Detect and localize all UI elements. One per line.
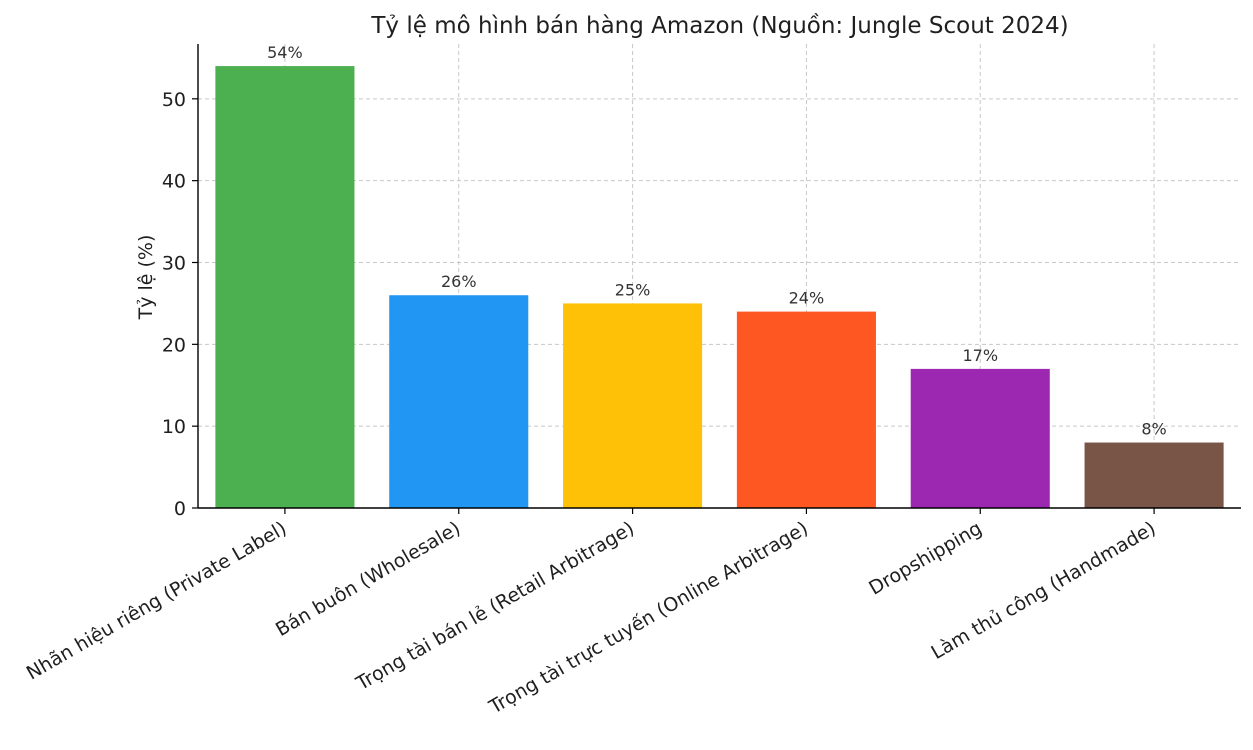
x-tick-label: Dropshipping bbox=[865, 517, 985, 599]
y-tick-label: 40 bbox=[162, 171, 186, 193]
y-tick-label: 50 bbox=[162, 89, 186, 111]
bar-value-label: 24% bbox=[789, 289, 825, 308]
data-labels: 54% 26% 25% 24% 17% 8% bbox=[267, 43, 1167, 438]
bar bbox=[215, 66, 355, 508]
x-tick-label: Bán buôn (Wholesale) bbox=[272, 517, 464, 641]
bar-value-label: 54% bbox=[267, 43, 303, 62]
bar-value-label: 8% bbox=[1141, 420, 1166, 439]
bar-value-label: 17% bbox=[962, 346, 998, 365]
x-tick-label: Trọng tài trực tuyến (Online Arbitrage) bbox=[485, 517, 812, 719]
bar-value-label: 26% bbox=[441, 272, 477, 291]
y-axis-label: Tỷ lệ (%) bbox=[135, 235, 157, 321]
y-tick-label: 10 bbox=[162, 416, 186, 438]
y-tick-label: 0 bbox=[174, 498, 186, 520]
x-tick-label: Nhãn hiệu riêng (Private Label) bbox=[23, 517, 291, 684]
chart-title: Tỷ lệ mô hình bán hàng Amazon (Nguồn: Ju… bbox=[370, 13, 1068, 39]
bar bbox=[736, 311, 876, 508]
bar bbox=[563, 303, 703, 508]
x-tick-label: Trọng tài bán lẻ (Retail Arbitrage) bbox=[352, 517, 638, 695]
bar bbox=[910, 368, 1050, 508]
y-tick-label: 30 bbox=[162, 252, 186, 274]
bars bbox=[215, 66, 1224, 508]
bar-value-label: 25% bbox=[615, 280, 651, 299]
bar bbox=[389, 295, 529, 508]
bar bbox=[1084, 442, 1224, 508]
y-tick-label: 20 bbox=[162, 334, 186, 356]
